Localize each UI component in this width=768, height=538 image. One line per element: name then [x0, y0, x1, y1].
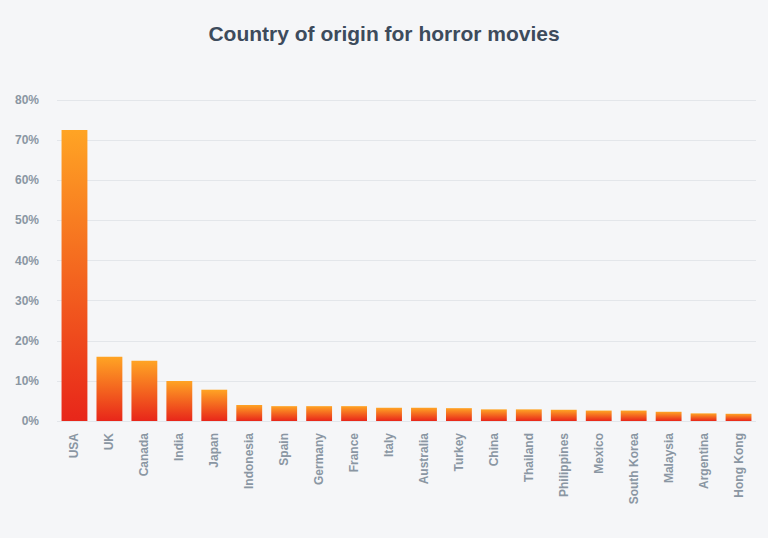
svg-text:30%: 30% — [15, 294, 39, 308]
svg-text:Turkey: Turkey — [452, 433, 466, 472]
svg-text:Japan: Japan — [207, 433, 221, 468]
svg-text:80%: 80% — [15, 93, 39, 107]
svg-text:Indonesia: Indonesia — [242, 433, 256, 489]
svg-text:60%: 60% — [15, 173, 39, 187]
svg-text:Philippines: Philippines — [557, 433, 571, 497]
svg-text:Hong Kong: Hong Kong — [732, 433, 746, 498]
svg-text:France: France — [347, 433, 361, 473]
svg-text:UK: UK — [102, 433, 116, 451]
svg-text:70%: 70% — [15, 133, 39, 147]
svg-text:China: China — [487, 433, 501, 467]
svg-text:20%: 20% — [15, 334, 39, 348]
svg-text:40%: 40% — [15, 254, 39, 268]
svg-text:Country of origin for horror m: Country of origin for horror movies — [208, 22, 559, 45]
svg-text:Mexico: Mexico — [592, 433, 606, 474]
svg-text:50%: 50% — [15, 213, 39, 227]
svg-text:Germany: Germany — [312, 433, 326, 485]
svg-text:Australia: Australia — [417, 433, 431, 485]
svg-text:South Korea: South Korea — [627, 433, 641, 505]
svg-text:Canada: Canada — [137, 433, 151, 477]
svg-text:Thailand: Thailand — [522, 433, 536, 482]
svg-text:Malaysia: Malaysia — [662, 433, 676, 483]
svg-text:India: India — [172, 433, 186, 461]
svg-text:0%: 0% — [22, 414, 40, 428]
svg-text:Italy: Italy — [382, 433, 396, 457]
svg-text:10%: 10% — [15, 374, 39, 388]
svg-text:USA: USA — [67, 433, 81, 459]
svg-text:Spain: Spain — [277, 433, 291, 466]
svg-text:Argentina: Argentina — [697, 433, 711, 489]
